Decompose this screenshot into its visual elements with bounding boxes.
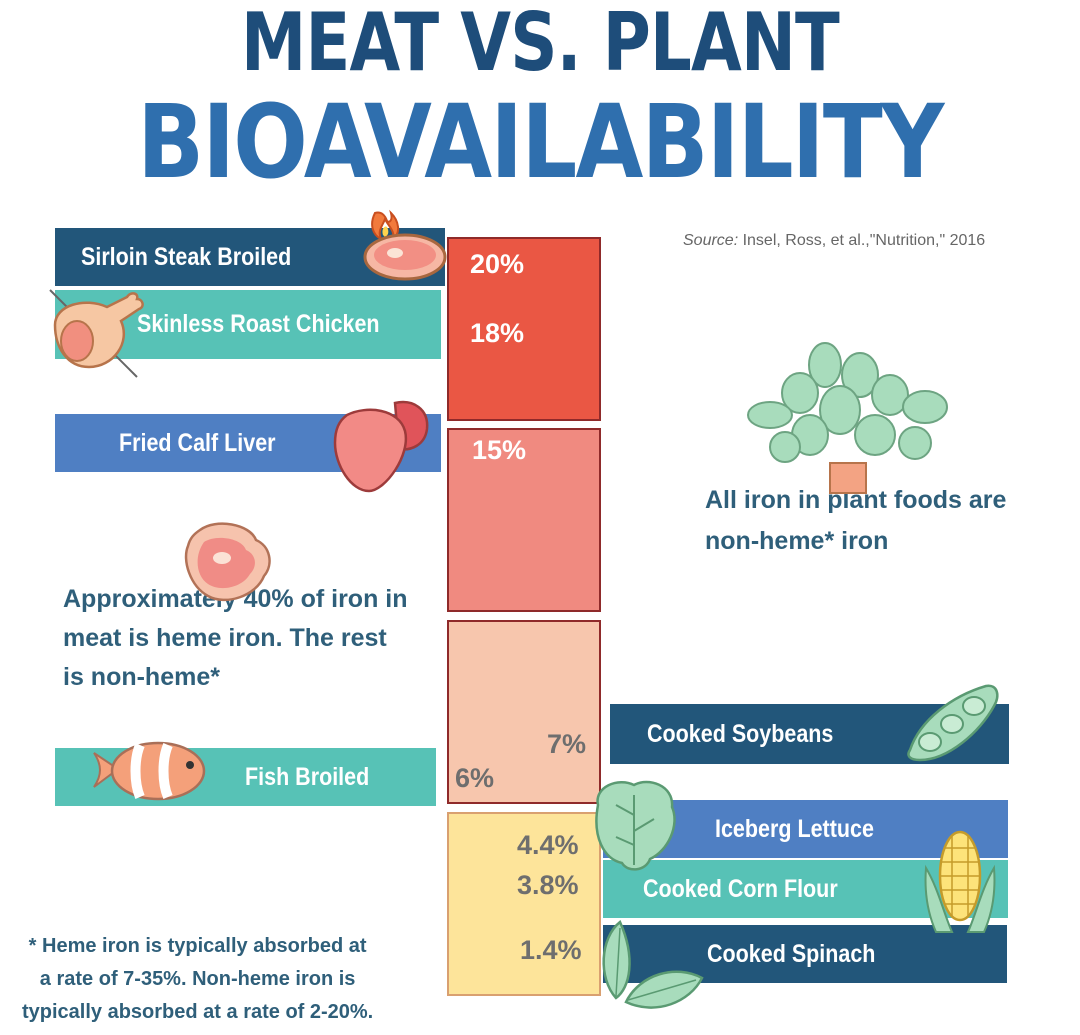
label-lettuce: Iceberg Lettuce [715, 814, 874, 843]
footnote: * Heme iron is typically absorbed at a r… [22, 930, 373, 1029]
spinach-leaf-icon [602, 920, 704, 1009]
value-chicken: 18% [470, 318, 525, 348]
soybean-pod-icon [907, 684, 999, 762]
label-calf-liver: Fried Calf Liver [119, 428, 276, 457]
source-citation: Source: Insel, Ross, et al.,"Nutrition,"… [683, 232, 985, 250]
value-spinach: 1.4% [520, 935, 582, 965]
value-fish: 6% [455, 763, 495, 793]
block-fish-soybean [447, 620, 601, 804]
value-corn-flour: 3.8% [517, 870, 579, 900]
chicken-leg-icon [49, 289, 144, 378]
value-soybeans: 7% [547, 729, 587, 759]
source-text: Insel, Ross, et al.,"Nutrition," 2016 [738, 232, 986, 249]
block-plants [447, 812, 601, 996]
liver-icon [333, 400, 429, 493]
label-fish-broiled: Fish Broiled [245, 762, 370, 791]
label-sirloin-steak: Sirloin Steak Broiled [81, 242, 292, 271]
footnote-line-1: * Heme iron is typically absorbed at [28, 935, 367, 957]
corn-icon [924, 830, 996, 933]
source-label: Source: [683, 232, 739, 249]
fish-icon [93, 741, 206, 801]
label-soybeans: Cooked Soybeans [647, 719, 834, 748]
block-sirloin-chicken [447, 237, 601, 421]
steak-icon [184, 522, 271, 602]
meat-note-line-3: is non-heme* [63, 663, 220, 691]
title-line-1: MEAT VS. PLANT [241, 0, 840, 89]
footnote-line-3: typically absorbed at a rate of 2-20%. [22, 1001, 374, 1023]
label-spinach: Cooked Spinach [707, 939, 876, 968]
footnote-line-2: a rate of 7-35%. Non-heme iron is [39, 968, 356, 990]
label-roast-chicken: Skinless Roast Chicken [137, 310, 380, 338]
lettuce-icon [595, 780, 676, 871]
label-corn-flour: Cooked Corn Flour [643, 874, 838, 903]
meat-note-line-2: meat is heme iron. The rest [63, 624, 387, 652]
block-liver [447, 428, 601, 612]
plant-pot-icon [747, 342, 948, 494]
value-liver: 15% [472, 435, 527, 465]
value-sirloin: 20% [470, 249, 525, 279]
value-lettuce: 4.4% [517, 830, 579, 860]
plant-note-line-2: non-heme* iron [705, 527, 889, 555]
steak-fire-icon [363, 209, 447, 281]
title-line-2: BIOAVAILABILITY [137, 83, 944, 202]
